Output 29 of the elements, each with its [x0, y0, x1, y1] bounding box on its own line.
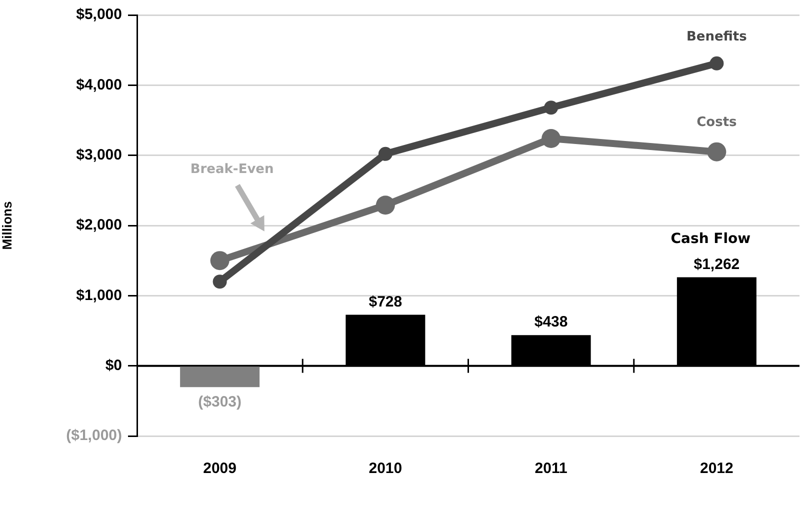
point: [544, 100, 558, 115]
y-tick-label: $4,000: [76, 76, 122, 94]
point: [710, 56, 724, 70]
y-tick-label: $2,000: [76, 216, 122, 234]
point: [542, 128, 561, 148]
annotation: Break-Even: [190, 162, 274, 177]
y-tick-label: $0: [105, 356, 122, 374]
x-tick-label: 2012: [700, 460, 734, 478]
y-tick-label: $1,000: [76, 286, 122, 304]
y-tick-label: ($1,000): [66, 427, 122, 444]
y-tick-label: $3,000: [76, 146, 122, 164]
series-label: Benefits: [686, 29, 748, 44]
y-axis-title: Millions: [0, 201, 14, 250]
point: [378, 146, 392, 161]
y-tick-label: $5,000: [76, 6, 122, 24]
text: Cash Flow: [670, 230, 751, 247]
point: [212, 274, 227, 289]
point: [707, 142, 726, 162]
data-label: ($303): [198, 394, 242, 411]
bar: [180, 366, 260, 388]
series-label: Costs: [696, 115, 738, 130]
x-tick-label: 2009: [203, 460, 236, 478]
data-label: $438: [534, 314, 568, 331]
point: [210, 251, 230, 270]
point: [376, 196, 395, 215]
x-tick-label: 2011: [534, 460, 568, 478]
x-tick-label: 2010: [368, 460, 402, 478]
data-label: $1,262: [694, 256, 740, 273]
data-label: $728: [368, 293, 402, 310]
